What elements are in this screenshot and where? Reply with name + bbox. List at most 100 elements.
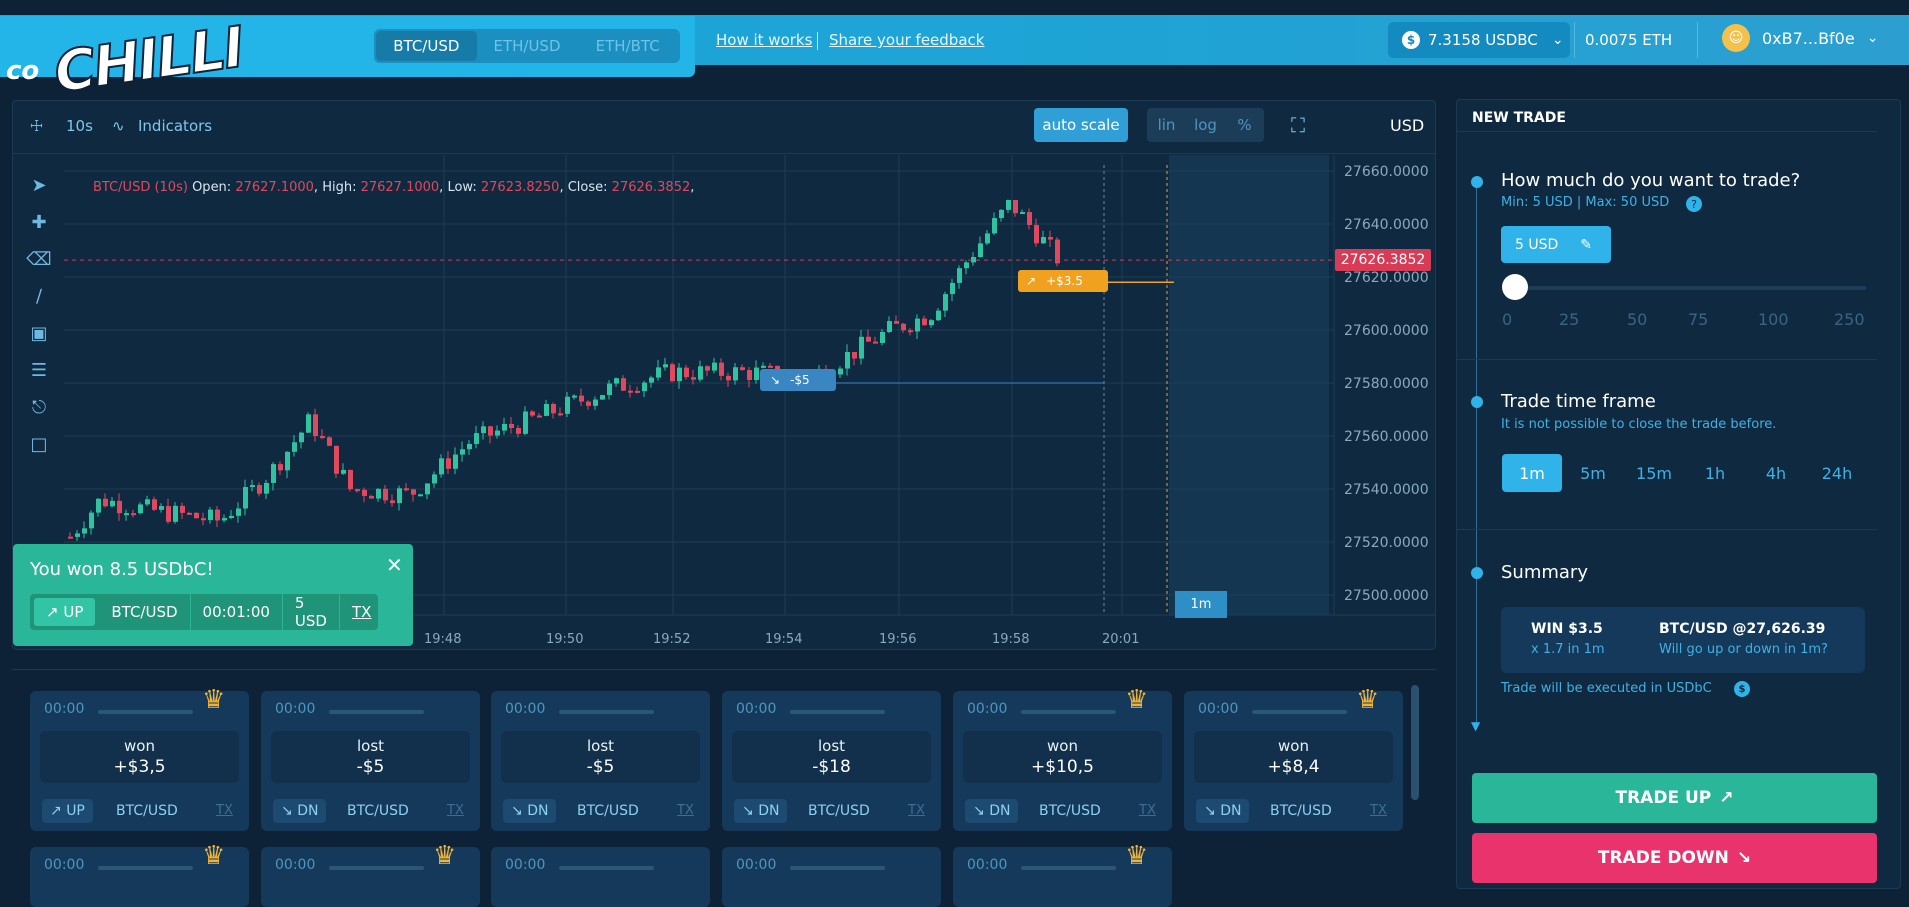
candle-body <box>1055 239 1060 264</box>
cursor-icon[interactable]: ➤ <box>31 174 47 196</box>
trade-pair: BTC/USD <box>116 803 178 819</box>
open-trade-down-tag[interactable]: ↘ -$5 <box>760 369 836 391</box>
candles-icon[interactable]: ☩ <box>30 117 44 135</box>
trend-line-icon[interactable]: ∕ <box>35 285 43 307</box>
indicators-button[interactable]: Indicators <box>138 117 213 135</box>
lines-icon[interactable]: ☰ <box>30 359 48 381</box>
timeframe-1m[interactable]: 1m <box>1502 454 1562 492</box>
trade-tx-link[interactable]: TX <box>1139 803 1156 818</box>
candle-body <box>656 367 661 378</box>
candle-body <box>943 294 948 311</box>
timeframe-24h[interactable]: 24h <box>1821 463 1853 483</box>
trade-card[interactable]: 00:00 lost -$5 ↘ DN BTC/USD TX <box>491 691 710 831</box>
tab-eth-btc[interactable]: ETH/BTC <box>595 37 660 55</box>
wallet-menu[interactable]: ☺ 0xB7...Bf0e ⌄ <box>1722 24 1878 52</box>
high-label: High: <box>322 180 357 195</box>
candle-body <box>845 352 850 369</box>
trade-card[interactable]: 00:00 <box>722 847 941 907</box>
candle-body <box>397 488 402 504</box>
tab-eth-usd[interactable]: ETH/USD <box>493 37 561 55</box>
measure-icon[interactable]: □ <box>30 433 48 455</box>
amount-slider-track[interactable] <box>1510 286 1866 290</box>
lin-scale-button[interactable]: lin <box>1157 116 1176 134</box>
trades-scrollbar[interactable] <box>1411 685 1419 800</box>
usdbc-balance-dropdown[interactable]: $ 7.3158 USDBC ⌄ <box>1388 22 1570 58</box>
log-scale-button[interactable]: log <box>1194 116 1217 134</box>
candle-body <box>642 382 647 392</box>
trade-card[interactable]: 00:00 ♛ won +$10,5 ↘ DN BTC/USD TX <box>953 685 1172 831</box>
candle-body <box>579 395 584 402</box>
trade-progress <box>98 710 193 714</box>
candle-body <box>761 365 766 368</box>
trade-tx-link[interactable]: TX <box>1370 803 1387 818</box>
shape-icon[interactable]: ▣ <box>30 322 48 344</box>
summary-box: WIN $3.5 x 1.7 in 1m BTC/USD @27,626.39 … <box>1501 607 1865 673</box>
amount-limits: Min: 5 USD | Max: 50 USD <box>1501 195 1670 210</box>
open-trade-up-tag[interactable]: ↗ +$3.5 <box>1018 270 1108 292</box>
price-label-icon[interactable]: ⎋ <box>31 396 47 418</box>
logo-name: CHILLI <box>49 14 247 107</box>
trade-direction: ↘ DN <box>734 799 788 823</box>
trade-result: won <box>1278 737 1309 755</box>
percent-scale-button[interactable]: % <box>1237 116 1252 134</box>
trade-tx-link[interactable]: TX <box>447 803 464 818</box>
trade-card[interactable]: 00:00 <box>491 847 710 907</box>
candle-body <box>621 378 626 391</box>
trade-card[interactable]: 00:00 ♛ <box>30 841 249 907</box>
trade-timer: 00:00 <box>44 701 85 717</box>
trade-card[interactable]: 00:00 ♛ won +$3,5 ↗ UP BTC/USD TX <box>30 685 249 831</box>
trade-card[interactable]: 00:00 ♛ won +$8,4 ↘ DN BTC/USD TX <box>1184 685 1403 831</box>
candle-body <box>418 494 423 497</box>
fullscreen-icon[interactable]: ⛶ <box>1291 113 1305 137</box>
eraser-icon[interactable]: ⌫ <box>26 248 52 270</box>
trade-card[interactable]: 00:00 ♛ <box>953 841 1172 907</box>
amount-slider-thumb[interactable] <box>1502 274 1528 300</box>
price-chart[interactable]: 27660.0000 27640.0000 27620.0000 27600.0000… <box>64 155 1436 645</box>
help-icon[interactable]: ? <box>1686 196 1702 212</box>
candle-body <box>453 454 458 469</box>
trade-card[interactable]: 00:00 ♛ <box>261 841 480 907</box>
timeframe-1h[interactable]: 1h <box>1704 463 1726 483</box>
interval-selector[interactable]: 10s <box>66 117 93 135</box>
link-separator <box>817 32 818 50</box>
last-price-tag: 27626.3852 <box>1335 249 1431 271</box>
crown-icon: ♛ <box>202 685 226 715</box>
low-label: Low: <box>447 180 477 195</box>
usdbc-balance: 7.3158 USDBC <box>1428 31 1538 49</box>
trade-up-label: TRADE UP <box>1615 788 1712 808</box>
candle-body <box>635 390 640 393</box>
amount-input[interactable]: 5 USD ✎ <box>1501 226 1611 263</box>
trade-card[interactable]: 00:00 lost -$5 ↘ DN BTC/USD TX <box>261 691 480 831</box>
candle-body <box>985 233 990 244</box>
trade-progress <box>329 866 424 870</box>
candle-body <box>320 436 325 439</box>
trade-up-button[interactable]: TRADE UP ↗ <box>1472 773 1877 823</box>
how-it-works-link[interactable]: How it works <box>716 31 813 49</box>
candle-body <box>1034 225 1039 244</box>
candle-body <box>327 437 332 446</box>
candle-body <box>257 485 262 494</box>
timeframe-4h[interactable]: 4h <box>1765 463 1787 483</box>
toast-tx-link[interactable]: TX <box>351 603 372 621</box>
close-icon[interactable]: ✕ <box>386 553 403 577</box>
candle-body <box>698 366 703 380</box>
trade-tx-link[interactable]: TX <box>216 803 233 818</box>
candle-body <box>880 332 885 343</box>
timeframe-5m[interactable]: 5m <box>1580 463 1606 483</box>
candle-body <box>537 415 542 418</box>
candle-body <box>607 383 612 396</box>
timeframe-15m[interactable]: 15m <box>1636 463 1672 483</box>
auto-scale-button[interactable]: auto scale <box>1034 108 1128 142</box>
tab-btc-usd[interactable]: BTC/USD <box>376 31 477 61</box>
arrow-up-right-icon: ↗ <box>46 603 64 621</box>
crosshair-icon[interactable]: ✚ <box>31 211 47 233</box>
candle-body <box>194 512 199 519</box>
trade-down-button[interactable]: TRADE DOWN ↘ <box>1472 833 1877 883</box>
candle-body <box>152 499 157 510</box>
trade-card[interactable]: 00:00 lost -$18 ↘ DN BTC/USD TX <box>722 691 941 831</box>
trade-progress <box>559 866 654 870</box>
trade-tx-link[interactable]: TX <box>677 803 694 818</box>
candle-body <box>1048 237 1053 240</box>
trade-tx-link[interactable]: TX <box>908 803 925 818</box>
feedback-link[interactable]: Share your feedback <box>829 31 985 49</box>
